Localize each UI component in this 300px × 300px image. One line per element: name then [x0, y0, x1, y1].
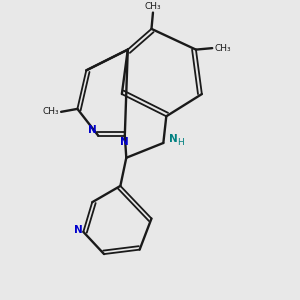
Text: N: N [74, 225, 82, 236]
Text: H: H [177, 138, 183, 147]
Text: N: N [88, 125, 97, 135]
Text: N: N [169, 134, 177, 144]
Text: N: N [120, 137, 129, 147]
Text: CH₃: CH₃ [214, 44, 231, 52]
Text: CH₃: CH₃ [145, 2, 161, 10]
Text: CH₃: CH₃ [42, 107, 59, 116]
